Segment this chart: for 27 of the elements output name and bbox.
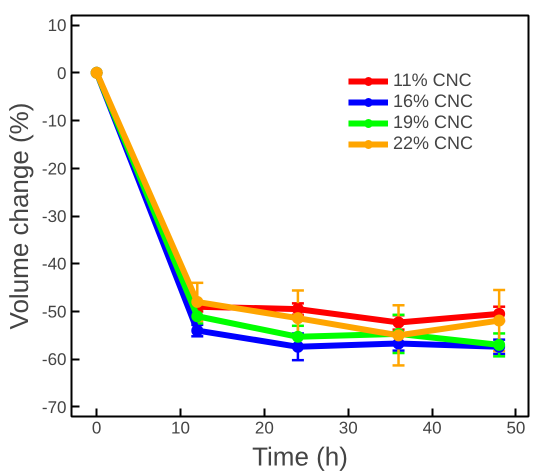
y-tick-label: 10	[48, 16, 67, 36]
y-tick-label: 0	[57, 64, 67, 83]
x-tick-label: 10	[171, 418, 190, 438]
legend-label: 19% CNC	[392, 112, 473, 133]
x-tick-label: 0	[92, 418, 102, 438]
x-axis-title: Time (h)	[252, 442, 348, 472]
legend-label: 11% CNC	[392, 70, 472, 91]
point	[292, 312, 304, 324]
y-tick-label: -10	[42, 112, 67, 131]
y-axis-title: Volume change (%)	[4, 102, 34, 330]
x-tick-label: 50	[506, 418, 526, 438]
x-tick-label: 30	[338, 418, 358, 438]
x-tick-label: 40	[422, 418, 442, 438]
point	[191, 310, 204, 322]
legend-label: 22% CNC	[392, 133, 473, 154]
y-tick-label: -50	[42, 302, 67, 322]
point	[292, 330, 304, 343]
legend-label: 16% CNC	[392, 91, 473, 112]
y-tick-label: -40	[42, 254, 67, 274]
point	[292, 340, 304, 353]
y-tick-label: -60	[42, 350, 67, 370]
y-tick-label: -20	[42, 159, 67, 178]
point	[191, 296, 204, 308]
x-tick-label: 20	[254, 418, 274, 438]
point	[493, 314, 506, 327]
y-tick-label: -30	[42, 207, 67, 226]
y-tick-label: -70	[42, 398, 67, 417]
